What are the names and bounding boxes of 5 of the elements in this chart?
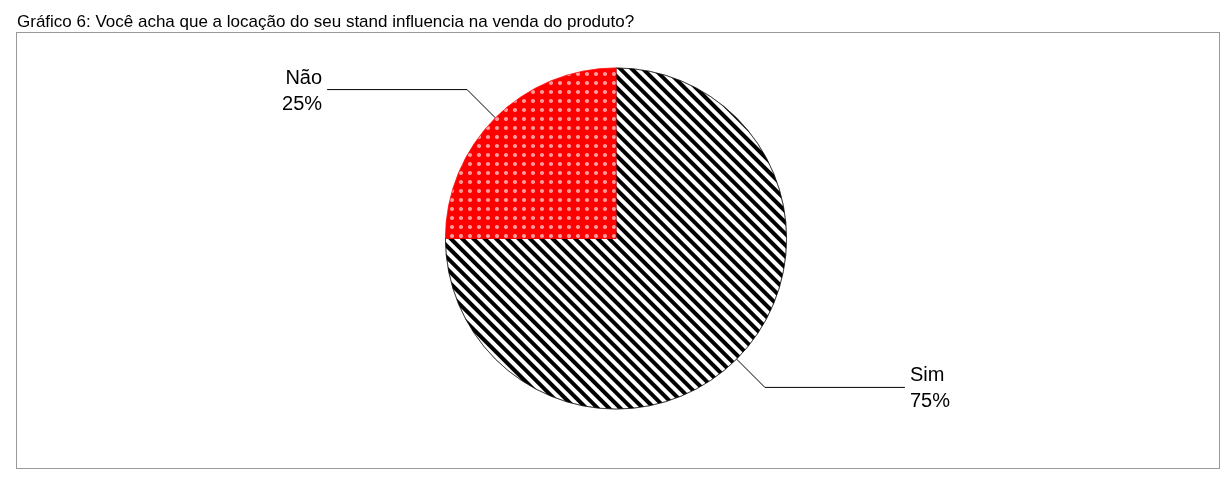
data-label: 25%: [282, 91, 323, 114]
slice-label: Sim: [909, 363, 945, 386]
data-label: 75%: [909, 389, 951, 412]
chart-title: Gráfico 6: Você acha que a locação do seu stand influencia na venda do produto?: [17, 12, 635, 31]
slice-label: Não: [285, 65, 323, 88]
